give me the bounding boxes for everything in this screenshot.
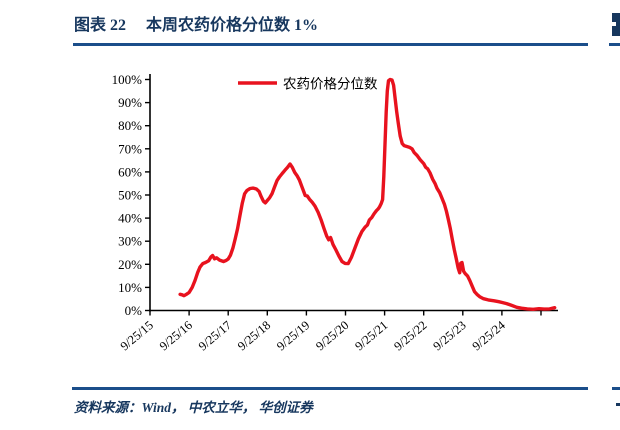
x-axis-tick-label: 9/25/23 [430, 318, 468, 353]
x-axis-tick-label: 9/25/18 [235, 318, 273, 353]
x-axis-tick-label: 9/25/15 [118, 318, 156, 353]
y-axis-tick-label: 40% [118, 211, 142, 226]
y-axis-tick-label: 60% [118, 164, 142, 179]
adjacent-fragment-notch [612, 22, 616, 26]
adjacent-column-bottom-rule-fragment [612, 387, 620, 390]
x-axis-tick-label: 9/25/19 [274, 318, 312, 353]
y-axis-tick-label: 30% [118, 234, 142, 249]
adjacent-column-title-rule-fragment [609, 43, 620, 46]
y-axis-tick-label: 0% [125, 303, 143, 318]
y-axis-tick-label: 90% [118, 95, 142, 110]
source-note: 资料来源：Wind， 中农立华， 华创证券 [74, 400, 313, 415]
bottom-rule [72, 387, 588, 390]
adjacent-column-source-fragment [616, 403, 620, 406]
figure-title: 本周农药价格分位数 1% [146, 17, 319, 34]
series-line [178, 77, 557, 311]
x-axis-tick-label: 9/25/17 [196, 318, 234, 353]
adjacent-column-text-fragment [612, 13, 620, 36]
title-rule [73, 43, 588, 46]
x-axis-tick-label: 9/25/22 [391, 318, 429, 353]
y-axis-tick-label: 100% [112, 72, 143, 87]
y-axis-tick-label: 80% [118, 118, 142, 133]
x-axis-tick-label: 9/25/20 [313, 318, 351, 353]
y-axis-tick-label: 70% [118, 141, 142, 156]
legend-label: 农药价格分位数 [283, 77, 378, 92]
figure-title-row: 图表 22 本周农药价格分位数 1% [74, 11, 318, 35]
x-axis-tick-label: 9/25/21 [352, 318, 390, 353]
y-axis-tick-label: 20% [118, 257, 142, 272]
y-axis-tick-label: 10% [118, 280, 142, 295]
x-axis-tick-label: 9/25/16 [157, 318, 195, 353]
figure-label: 图表 22 [74, 17, 127, 34]
y-axis-tick-label: 50% [118, 188, 142, 203]
x-axis-tick-label: 9/25/24 [470, 318, 509, 354]
